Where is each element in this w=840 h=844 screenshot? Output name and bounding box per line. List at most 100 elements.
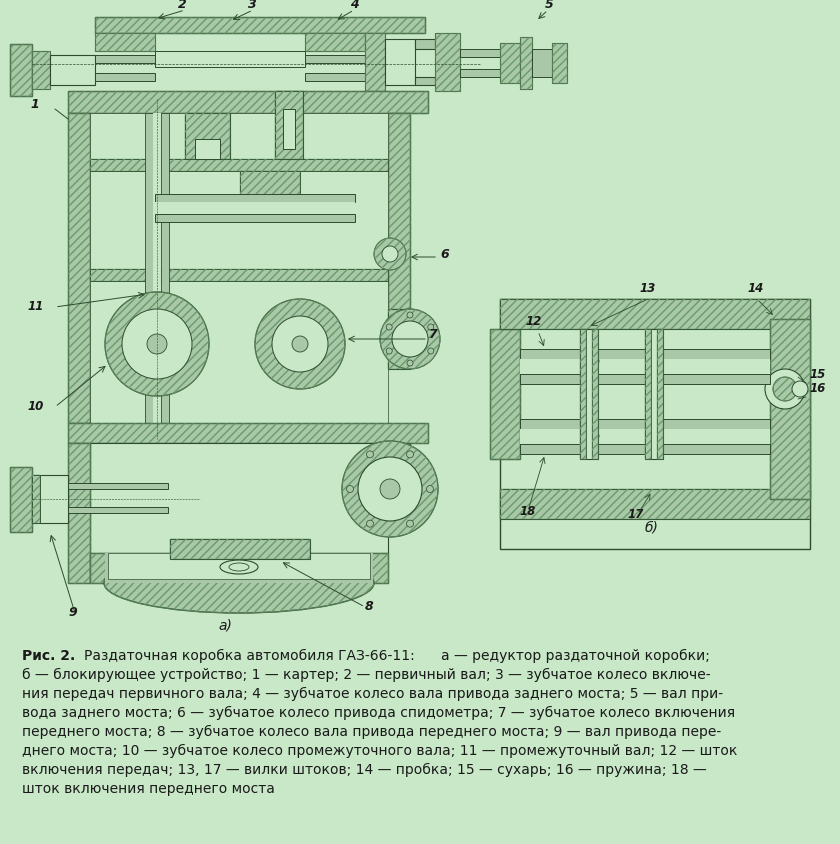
Circle shape	[382, 246, 398, 262]
Bar	[580, 330, 586, 459]
Bar	[657, 330, 663, 459]
Bar	[10, 45, 32, 97]
Text: 5: 5	[545, 0, 554, 11]
Text: 11: 11	[28, 300, 45, 312]
Bar	[385, 40, 415, 86]
Bar	[68, 114, 90, 424]
Bar	[388, 443, 410, 523]
Text: б): б)	[645, 521, 659, 534]
Circle shape	[380, 479, 400, 500]
Bar	[275, 92, 303, 160]
Circle shape	[380, 310, 440, 370]
Bar	[770, 320, 810, 500]
Circle shape	[342, 441, 438, 538]
Bar	[388, 310, 410, 370]
Bar	[170, 539, 310, 560]
Text: 10: 10	[28, 399, 45, 413]
Bar	[657, 330, 663, 459]
Bar	[90, 160, 388, 172]
Bar	[500, 490, 810, 519]
Bar	[32, 52, 50, 90]
Bar	[388, 114, 410, 323]
Bar	[305, 34, 365, 52]
Circle shape	[347, 486, 354, 493]
Circle shape	[292, 337, 308, 353]
Bar	[532, 50, 552, 78]
Bar	[283, 110, 295, 150]
Circle shape	[386, 325, 392, 331]
Bar	[95, 34, 155, 52]
Text: ния передач первичного вала; 4 — зубчатое колесо вала привода заднего моста; 5 —: ния передач первичного вала; 4 — зубчато…	[22, 686, 723, 701]
Bar	[520, 349, 770, 360]
Bar	[275, 92, 303, 160]
Text: 8: 8	[365, 599, 374, 612]
Circle shape	[122, 310, 192, 380]
Circle shape	[407, 312, 413, 319]
Bar	[645, 330, 663, 459]
Bar	[460, 50, 500, 58]
Ellipse shape	[581, 431, 599, 441]
Bar	[95, 34, 155, 52]
Bar	[32, 52, 50, 90]
Circle shape	[427, 486, 433, 493]
Circle shape	[366, 452, 374, 458]
Bar	[32, 475, 68, 523]
Circle shape	[358, 457, 422, 522]
Bar	[415, 40, 435, 50]
Ellipse shape	[104, 554, 374, 614]
Bar	[68, 92, 428, 114]
Bar	[68, 424, 428, 443]
Bar	[490, 330, 520, 459]
Text: 12: 12	[525, 315, 541, 327]
Text: Раздаточная коробка автомобиля ГАЗ-66-11:      а — редуктор раздаточной коробки;: Раздаточная коробка автомобиля ГАЗ-66-11…	[84, 648, 710, 663]
Circle shape	[374, 239, 406, 271]
Circle shape	[255, 300, 345, 390]
Text: 17: 17	[628, 507, 644, 521]
Bar	[68, 443, 90, 583]
Bar	[552, 44, 567, 84]
Text: 14: 14	[748, 282, 764, 295]
Bar	[305, 74, 365, 82]
Text: а): а)	[218, 619, 232, 632]
Text: 4: 4	[350, 0, 359, 11]
Bar	[645, 330, 651, 459]
Bar	[520, 360, 770, 375]
Bar	[388, 443, 410, 523]
Bar	[68, 92, 428, 114]
Bar	[305, 34, 365, 52]
Circle shape	[407, 521, 413, 528]
Bar	[388, 114, 410, 323]
Bar	[435, 34, 460, 92]
Circle shape	[773, 377, 797, 402]
Bar	[10, 45, 32, 97]
Bar	[32, 475, 40, 523]
Bar	[520, 38, 532, 90]
Bar	[435, 34, 460, 92]
Bar	[520, 375, 770, 385]
Circle shape	[105, 293, 209, 397]
Bar	[68, 484, 168, 490]
Bar	[592, 330, 598, 459]
Circle shape	[366, 521, 374, 528]
Bar	[95, 56, 155, 64]
Bar	[388, 310, 410, 370]
Bar	[32, 475, 40, 523]
Bar	[365, 34, 385, 92]
Bar	[185, 114, 230, 160]
Bar	[500, 490, 810, 519]
Bar	[90, 554, 388, 583]
Text: 9: 9	[68, 605, 76, 619]
Text: Рис. 2.: Рис. 2.	[22, 648, 76, 663]
Circle shape	[386, 349, 392, 354]
Bar	[415, 78, 435, 86]
Bar	[95, 18, 425, 34]
Bar	[500, 300, 810, 330]
Circle shape	[428, 325, 433, 331]
Bar	[240, 172, 300, 197]
Bar	[500, 44, 520, 84]
Bar	[10, 468, 32, 533]
Text: 7: 7	[428, 327, 437, 341]
Bar	[108, 554, 370, 579]
Text: шток включения переднего моста: шток включения переднего моста	[22, 781, 275, 795]
Bar	[68, 424, 428, 443]
